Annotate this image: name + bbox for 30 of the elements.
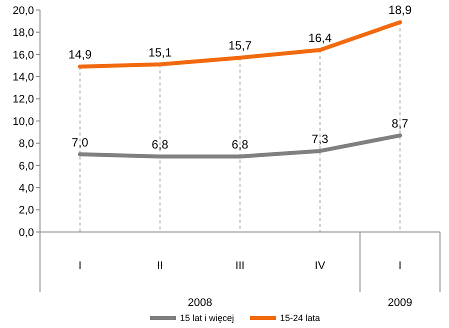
data-label: 16,4 (308, 30, 332, 45)
data-label: 15,7 (228, 38, 252, 53)
y-tick-label: 2,0 (18, 204, 34, 217)
y-tick-label: 0,0 (18, 226, 34, 239)
data-label: 8,7 (392, 116, 409, 130)
y-tick-label: 20,0 (12, 4, 34, 17)
x-tick-label: I (78, 260, 82, 272)
data-label: 18,9 (388, 3, 412, 18)
y-tick-label: 16,0 (12, 49, 34, 62)
x-tick-label: IV (314, 260, 326, 272)
y-tick-label: 12,0 (12, 94, 34, 106)
legend-label: 15 lat i więcej (180, 313, 234, 324)
text: 2008 (188, 297, 212, 309)
legend-label: 15-24 lata (280, 313, 320, 324)
data-label: 15,1 (148, 45, 172, 60)
x-tick-label: II (156, 260, 164, 272)
y-tick-label: 8,0 (18, 138, 34, 150)
data-label: 6,8 (152, 138, 169, 152)
data-label: 6,8 (232, 138, 249, 152)
x-tick-label: I (398, 260, 402, 272)
y-tick-label: 4,0 (18, 182, 34, 194)
y-tick-label: 10,0 (12, 116, 34, 128)
text: 2009 (388, 297, 412, 309)
x-tick-label: III (235, 260, 245, 272)
data-label: 7,0 (72, 135, 89, 150)
data-label: 7,3 (312, 132, 329, 146)
y-tick-label: 14,0 (12, 71, 34, 84)
y-tick-label: 18,0 (12, 27, 34, 40)
data-label: 14,9 (68, 48, 92, 62)
y-tick-label: 6,0 (18, 160, 34, 172)
